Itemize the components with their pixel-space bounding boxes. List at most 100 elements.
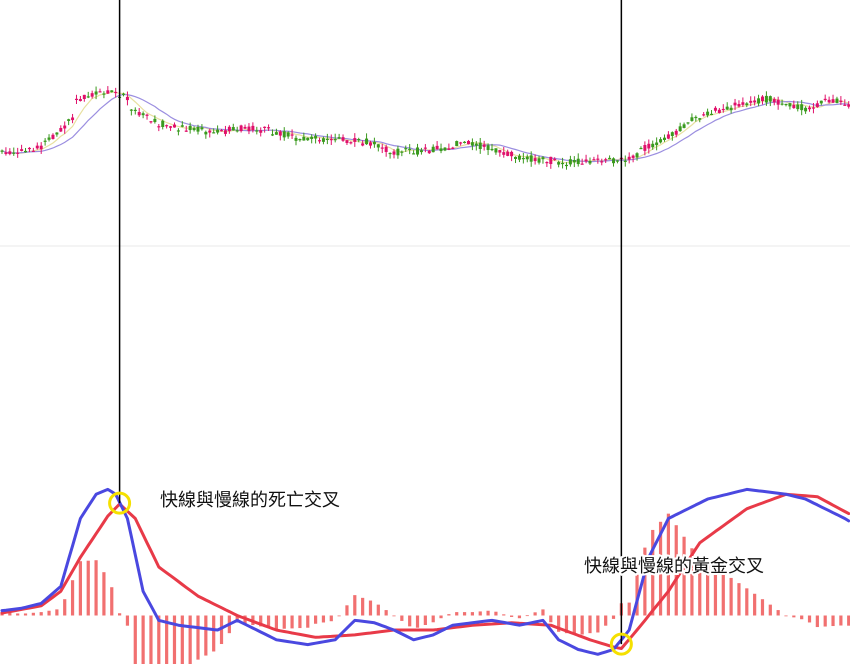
histogram-bar xyxy=(165,615,169,664)
candle xyxy=(529,151,533,167)
candle xyxy=(82,94,86,102)
histogram-bar xyxy=(55,609,59,616)
candle xyxy=(572,156,576,168)
candle-body xyxy=(639,147,643,150)
candle xyxy=(270,129,274,137)
candle xyxy=(78,95,82,102)
candle-body xyxy=(486,145,490,151)
candle-body xyxy=(39,145,43,150)
candle xyxy=(90,90,94,99)
candle xyxy=(39,142,43,154)
candle xyxy=(321,136,325,145)
candle-body xyxy=(133,109,137,112)
histogram-bar xyxy=(439,615,443,619)
candle-body xyxy=(463,141,467,143)
candle xyxy=(710,110,714,116)
candle xyxy=(615,160,619,164)
candle xyxy=(466,139,470,145)
candle xyxy=(416,143,420,157)
candle xyxy=(200,124,204,131)
histogram-bar xyxy=(321,615,326,623)
histogram-bar xyxy=(110,587,114,616)
candle-body xyxy=(470,142,474,146)
candle xyxy=(788,102,792,110)
histogram-bar xyxy=(282,615,286,629)
candle xyxy=(153,115,157,124)
candle xyxy=(282,127,286,141)
candle-body xyxy=(674,130,678,135)
histogram-bar xyxy=(588,615,592,634)
histogram-bar xyxy=(651,529,655,616)
candle xyxy=(588,157,592,166)
candle-body xyxy=(274,132,278,135)
price-panel xyxy=(0,86,850,170)
histogram-bar xyxy=(219,615,224,645)
candle xyxy=(514,156,518,164)
candle-body xyxy=(600,161,604,163)
candle xyxy=(384,144,388,157)
candle-body xyxy=(239,125,243,132)
candle-body xyxy=(392,151,396,155)
histogram-bar xyxy=(16,613,20,616)
histogram-bar xyxy=(188,615,192,664)
candle-body xyxy=(510,151,514,157)
candle-body xyxy=(796,104,800,110)
histogram-bar xyxy=(102,572,106,616)
candle xyxy=(694,115,698,122)
candle-body xyxy=(631,155,635,158)
candle-body xyxy=(827,99,831,103)
cross-divider-lines xyxy=(118,0,623,645)
candle-body xyxy=(251,125,255,131)
histogram-bar xyxy=(792,615,796,618)
candle xyxy=(172,122,176,128)
candle xyxy=(180,121,184,128)
candle xyxy=(404,145,408,152)
candle-body xyxy=(533,158,537,162)
histogram-bar xyxy=(415,615,420,628)
candle-body xyxy=(59,128,63,132)
candle xyxy=(486,143,490,156)
candle xyxy=(682,122,686,129)
candle xyxy=(843,99,847,106)
candle xyxy=(102,91,106,99)
candle xyxy=(568,155,572,167)
histogram-bar xyxy=(510,615,514,617)
candle-body xyxy=(768,96,772,102)
candle-body xyxy=(592,159,596,161)
histogram-bar xyxy=(408,615,412,627)
candle xyxy=(631,154,635,163)
candle xyxy=(463,141,467,144)
candle-body xyxy=(78,99,82,102)
histogram-bar xyxy=(666,513,670,616)
candle xyxy=(176,128,180,136)
histogram-bar xyxy=(462,612,467,616)
histogram-bar xyxy=(596,615,600,633)
candle-body xyxy=(831,99,835,103)
candle-body xyxy=(412,153,416,155)
candle xyxy=(310,134,314,144)
candle-body xyxy=(321,138,325,142)
histogram-bar xyxy=(635,574,639,616)
candle xyxy=(372,137,376,148)
candle-body xyxy=(843,104,847,106)
candle-body xyxy=(216,129,220,133)
candle xyxy=(666,131,670,140)
candle xyxy=(839,96,843,106)
histogram-bar xyxy=(431,615,435,623)
candle xyxy=(94,86,98,100)
candle xyxy=(235,126,239,133)
candle-body xyxy=(506,151,510,156)
death-cross-marker xyxy=(108,491,132,515)
candle xyxy=(184,125,188,132)
candle xyxy=(819,100,823,106)
candle xyxy=(67,118,71,126)
histogram-bar xyxy=(682,536,686,616)
candle xyxy=(110,90,114,93)
candle xyxy=(510,150,514,162)
candle-body xyxy=(345,140,349,144)
candle-body xyxy=(141,113,145,116)
candle xyxy=(780,99,784,106)
candle xyxy=(772,97,776,106)
candle xyxy=(161,119,165,130)
fast-line xyxy=(0,487,850,656)
